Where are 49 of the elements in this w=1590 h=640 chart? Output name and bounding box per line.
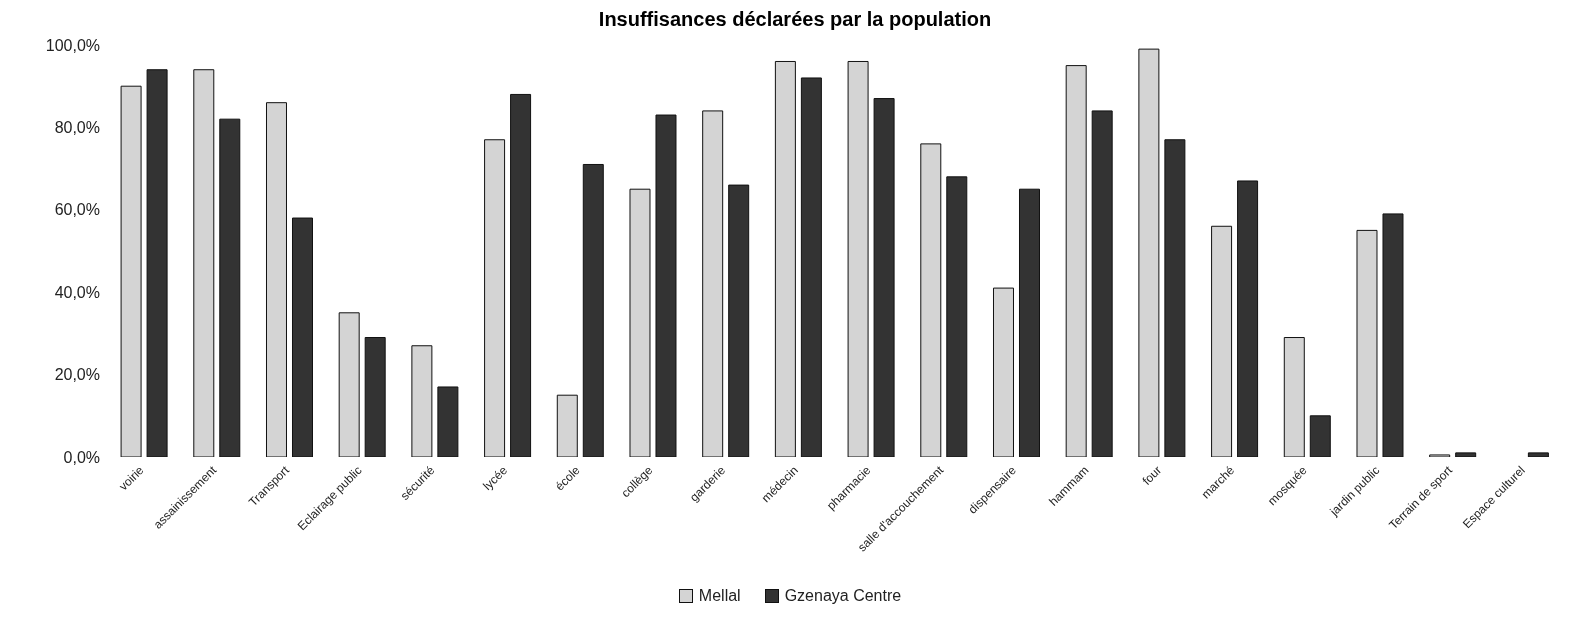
- bar: [219, 118, 241, 457]
- bar: [437, 386, 459, 457]
- legend-label: Gzenaya Centre: [784, 587, 902, 605]
- bar: [364, 337, 386, 457]
- bar: [411, 345, 433, 457]
- x-tick-label: four: [1139, 463, 1165, 488]
- bar: [338, 312, 360, 457]
- bar: [484, 139, 506, 457]
- bar: [1018, 188, 1040, 457]
- bar: [1429, 454, 1451, 457]
- bar: [193, 69, 215, 457]
- bar: [291, 217, 313, 457]
- bar: [510, 93, 532, 457]
- bar: [1356, 229, 1378, 457]
- bar: [146, 69, 168, 457]
- bar: [1237, 180, 1259, 457]
- bar: [1382, 213, 1404, 457]
- bar: [920, 143, 942, 457]
- legend-label: Mellal: [698, 587, 741, 605]
- bar: [1138, 48, 1160, 457]
- bar: [120, 85, 142, 457]
- bar: [774, 60, 796, 457]
- bar: [1283, 337, 1305, 457]
- y-tick-label: 60,0%: [54, 201, 100, 219]
- y-tick-label: 40,0%: [54, 283, 100, 301]
- bar: [1309, 415, 1331, 457]
- bar: [582, 163, 604, 457]
- y-tick-label: 20,0%: [54, 366, 100, 384]
- bar: [847, 60, 869, 457]
- chart-title: Insuffisances déclarées par la population: [597, 8, 993, 31]
- bar: [1065, 65, 1087, 457]
- bar: [728, 184, 750, 457]
- bar: [1211, 225, 1233, 457]
- y-tick-label: 0,0%: [63, 448, 100, 466]
- bar: [1164, 139, 1186, 457]
- bar: [1455, 452, 1477, 457]
- bar: [702, 110, 724, 457]
- bar: [265, 102, 287, 457]
- bar: [873, 98, 895, 457]
- bar: [946, 176, 968, 457]
- bar: [556, 394, 578, 457]
- y-tick-label: 100,0%: [45, 36, 100, 54]
- bar: [992, 287, 1014, 457]
- bar: [800, 77, 822, 457]
- bar: [655, 114, 677, 457]
- bar: [1527, 452, 1549, 457]
- bar: [1091, 110, 1113, 457]
- y-tick-label: 80,0%: [54, 119, 100, 137]
- bar: [629, 188, 651, 457]
